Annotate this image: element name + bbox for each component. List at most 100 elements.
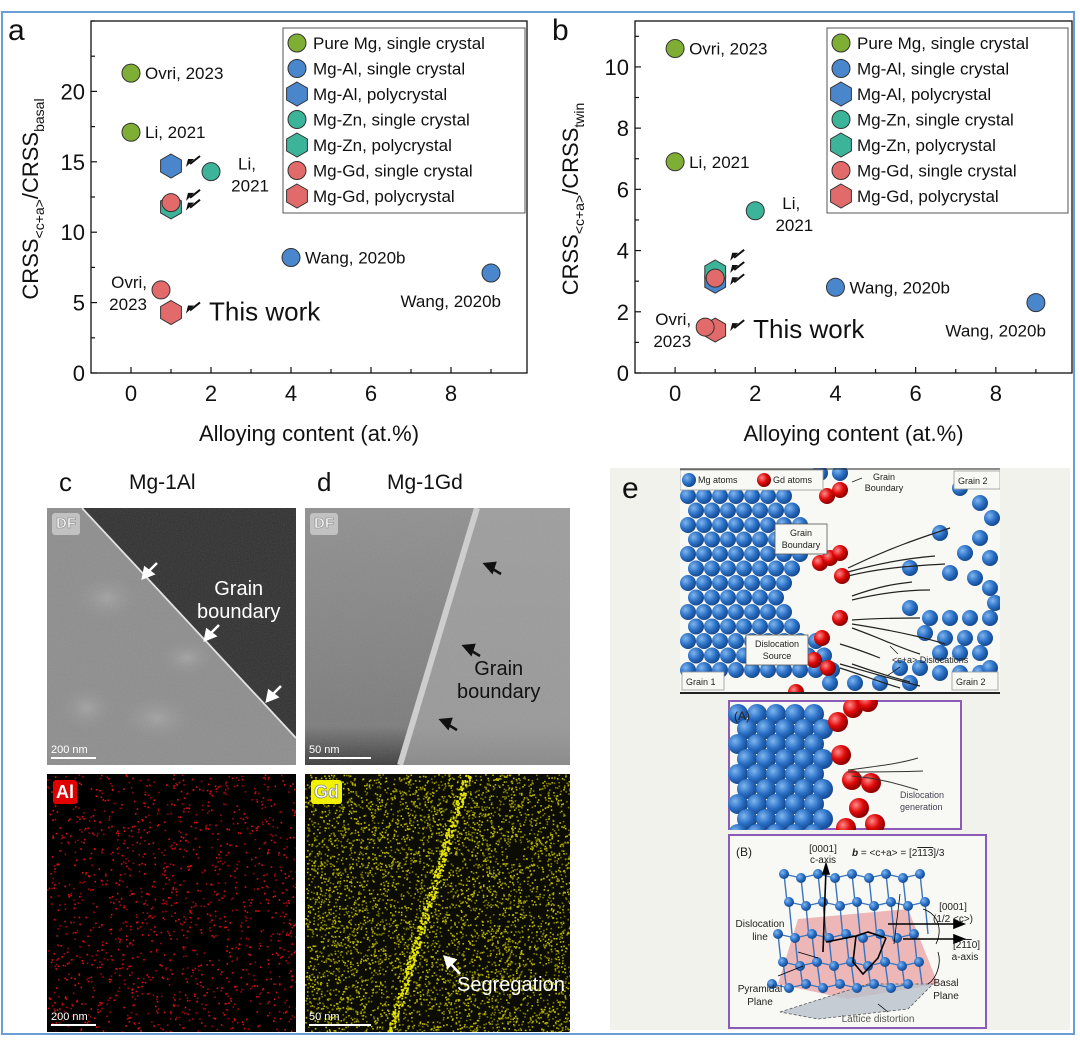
label-a-axis-2: a-axis bbox=[952, 952, 979, 963]
legend-marker bbox=[831, 161, 851, 180]
data-point-pure_mg-circle bbox=[121, 122, 141, 142]
legend-marker bbox=[286, 81, 308, 107]
data-point-mg_al-circle bbox=[481, 263, 501, 283]
df-mode-badge: DF bbox=[52, 513, 80, 535]
legend-label: Mg-Zn, polycrystal bbox=[313, 136, 452, 155]
legend-marker bbox=[286, 132, 308, 158]
scale-bar-line bbox=[51, 757, 96, 759]
x-tick-label: 6 bbox=[365, 381, 377, 406]
legend-marker bbox=[830, 81, 852, 107]
panel-label-e: e bbox=[622, 472, 639, 505]
grain-boundary-schematic: Mg atoms Gd atoms Grain Boundary Grain 2… bbox=[680, 468, 1000, 694]
legend-entry: Mg-Gd, single crystal bbox=[831, 161, 1017, 181]
panel-d-title: Mg-1Gd bbox=[387, 470, 463, 494]
y-axis-label: CRSS<c+a>/CRSStwin bbox=[558, 103, 587, 296]
point-annotation: 2023 bbox=[653, 332, 691, 351]
point-annotation: Ovri, 2023 bbox=[689, 40, 767, 59]
df-image-d-graphic bbox=[305, 508, 570, 765]
legend-marker bbox=[287, 110, 307, 129]
data-point-mg_al-circle bbox=[1026, 293, 1046, 313]
label-basal-2: Plane bbox=[933, 991, 959, 1002]
y-tick-label: 20 bbox=[61, 79, 85, 104]
dislocation-lines bbox=[839, 527, 951, 689]
legend-label: Mg-Al, single crystal bbox=[313, 60, 465, 79]
label-basal-1: Basal bbox=[933, 978, 958, 989]
x-tick-label: 2 bbox=[749, 381, 761, 406]
legend-label: Mg-Gd, polycrystal bbox=[857, 187, 999, 206]
legend-entry: Mg-Zn, single crystal bbox=[831, 110, 1014, 130]
pointer-arrow-icon bbox=[730, 319, 745, 332]
data-point-mg_gd-hexagon bbox=[160, 299, 182, 326]
label-burgers-vector: b = <c+a> = [2113]/3 bbox=[852, 848, 945, 859]
legend-box bbox=[826, 27, 1069, 214]
a-axis-bar: 11 bbox=[961, 940, 972, 951]
grain-boundary-label-line1: Grain bbox=[214, 578, 264, 600]
point-annotation: Li, 2021 bbox=[689, 153, 750, 172]
legend-entry: Mg-Al, single crystal bbox=[287, 59, 465, 79]
label-lattice-distortion: Lattice distortion bbox=[842, 1014, 915, 1025]
x-tick-label: 0 bbox=[125, 381, 137, 406]
grain-boundary-label-line1: Grain bbox=[474, 658, 524, 680]
panel-d-eds-map: Gd Segregation 50 nm bbox=[305, 774, 570, 1032]
x-tick-label: 0 bbox=[669, 381, 681, 406]
element-badge-gd: Gd bbox=[311, 780, 342, 804]
point-annotation: Li, bbox=[782, 194, 800, 213]
legend-marker bbox=[287, 33, 307, 53]
scale-bar-label: 200 nm bbox=[51, 1011, 88, 1023]
point-annotation: Wang, 2020b bbox=[945, 322, 1046, 341]
df-mode-badge: DF bbox=[310, 513, 338, 535]
legend-entry: Mg-Zn, polycrystal bbox=[830, 132, 996, 158]
burgers-bar: 113 bbox=[917, 848, 933, 859]
inset-box-b: (B) [0001] c-axis b = <c+a> = [2113]/3 [… bbox=[728, 834, 987, 1029]
scale-bar-line bbox=[309, 757, 371, 759]
scale-bar-line bbox=[51, 1024, 96, 1026]
label-box-a: (A) bbox=[734, 709, 750, 723]
y-tick-label: 10 bbox=[605, 55, 629, 80]
gd-atoms-group bbox=[788, 482, 850, 694]
panel-c-df-image: DF Grain boundary 200 nm bbox=[47, 508, 296, 765]
legend-entry: Mg-Gd, polycrystal bbox=[286, 183, 455, 209]
x-tick-label: 2 bbox=[205, 381, 217, 406]
x-tick-label: 4 bbox=[829, 381, 841, 406]
scale-bar-label: 50 nm bbox=[309, 1011, 340, 1023]
burgers-end: ]/3 bbox=[933, 848, 945, 859]
label-c-axis-1: [0001] bbox=[809, 844, 837, 855]
inset-box-a: (A) Dislocation generation bbox=[728, 700, 962, 830]
legend-label: Mg-Zn, single crystal bbox=[313, 111, 470, 130]
y-tick-label: 4 bbox=[617, 239, 629, 264]
legend-marker bbox=[830, 183, 852, 209]
legend-entry: Mg-Al, polycrystal bbox=[830, 81, 991, 107]
legend-entry: Pure Mg, single crystal bbox=[831, 33, 1029, 53]
y-tick-label: 5 bbox=[73, 291, 85, 316]
legend-label: Mg-Zn, polycrystal bbox=[857, 136, 996, 155]
pointer-arrow-icon bbox=[730, 261, 745, 273]
data-point-pure_mg-circle bbox=[665, 152, 685, 172]
legend-label: Mg-Al, single crystal bbox=[857, 60, 1009, 79]
legend-gd-atoms: Gd atoms bbox=[773, 475, 813, 485]
legend-marker bbox=[831, 59, 851, 78]
scale-bar-label: 200 nm bbox=[51, 744, 88, 756]
y-tick-label: 8 bbox=[617, 116, 629, 141]
pointer-arrow-icon bbox=[730, 248, 745, 261]
label-c-axis-2: c-axis bbox=[810, 855, 836, 866]
label-a-axis-1: [2110] bbox=[953, 940, 980, 951]
label-grain-boundary-top-1: Grain bbox=[873, 472, 895, 482]
data-point-mg_al-circle bbox=[281, 248, 301, 268]
data-point-mg_gd-circle bbox=[705, 268, 725, 288]
label-dislocation-source-2: Source bbox=[763, 651, 792, 661]
legend-marker bbox=[831, 110, 851, 129]
point-annotation: Wang, 2020b bbox=[305, 249, 406, 268]
scale-bar-c-bottom: 200 nm bbox=[51, 1011, 96, 1026]
data-point-mg_gd-circle bbox=[695, 317, 715, 337]
label-dislocation-generation-2: generation bbox=[900, 802, 943, 812]
data-point-mg_al-hexagon bbox=[160, 153, 182, 179]
scale-bar-label: 50 nm bbox=[309, 744, 340, 756]
x-tick-label: 8 bbox=[445, 381, 457, 406]
legend-entry: Pure Mg, single crystal bbox=[287, 33, 485, 53]
label-dislocation-line-1: Dislocation bbox=[736, 919, 785, 930]
label-dislocation-generation-1: Dislocation bbox=[900, 790, 944, 800]
label-grain1: Grain 1 bbox=[686, 677, 716, 687]
data-point-mg_zn-circle bbox=[745, 201, 765, 221]
grain-boundary-label-line2: boundary bbox=[457, 681, 541, 703]
label-grain-boundary-box-2: Boundary bbox=[782, 540, 821, 550]
